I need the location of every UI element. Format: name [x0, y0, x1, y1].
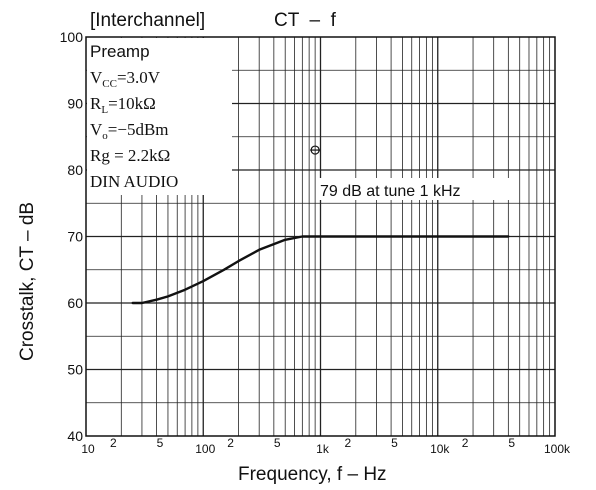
- x-tick-label: 2: [462, 436, 469, 450]
- x-tick-label: 1k: [316, 442, 330, 456]
- chart-title-right: CT – f: [274, 10, 337, 31]
- x-tick-label: 2: [344, 436, 351, 450]
- y-tick-label: 70: [67, 229, 83, 245]
- x-tick-label: 100: [195, 442, 215, 456]
- condition-vo: Vo=−5dBm: [90, 120, 169, 142]
- y-tick-label: 50: [67, 362, 83, 378]
- y-tick-label: 90: [67, 96, 83, 112]
- y-tick-labels: 100 90 80 70 60 50 40: [60, 29, 84, 444]
- x-tick-label: 10: [81, 442, 95, 456]
- chart-title-left: [Interchannel]: [90, 10, 205, 31]
- crosstalk-series-line: [131, 235, 510, 305]
- y-tick-label: 100: [60, 29, 84, 45]
- annotation-text: 79 dB at tune 1 kHz: [320, 183, 461, 200]
- x-tick-label: 2: [227, 436, 234, 450]
- y-tick-label: 80: [67, 162, 83, 178]
- x-tick-label: 5: [391, 436, 398, 450]
- condition-din-audio: DIN AUDIO: [90, 172, 178, 191]
- conditions-box-bg: [87, 38, 232, 195]
- annotation-bg: [318, 178, 514, 200]
- x-axis-label: Frequency, f – Hz: [238, 464, 387, 485]
- annotation-marker: [310, 145, 321, 155]
- x-tick-label: 100k: [544, 442, 571, 456]
- y-tick-label: 40: [67, 428, 83, 444]
- x-tick-label: 10k: [430, 442, 450, 456]
- plot-frame: [85, 36, 556, 437]
- condition-preamp: Preamp: [90, 42, 150, 61]
- x-tick-label: 5: [157, 436, 164, 450]
- y-axis-label: Crosstalk, CT – dB: [17, 202, 38, 361]
- x-tick-label: 5: [508, 436, 515, 450]
- condition-rg: Rg = 2.2kΩ: [90, 146, 170, 165]
- x-tick-labels: 10 2 5 100 2 5 1k 2 5 10k 2 5 100k: [81, 436, 571, 456]
- x-tick-label: 5: [274, 436, 281, 450]
- condition-vcc: VCC=3.0V: [90, 68, 161, 90]
- condition-rl: RL=10kΩ: [90, 94, 156, 116]
- y-tick-label: 60: [67, 295, 83, 311]
- x-tick-label: 2: [110, 436, 117, 450]
